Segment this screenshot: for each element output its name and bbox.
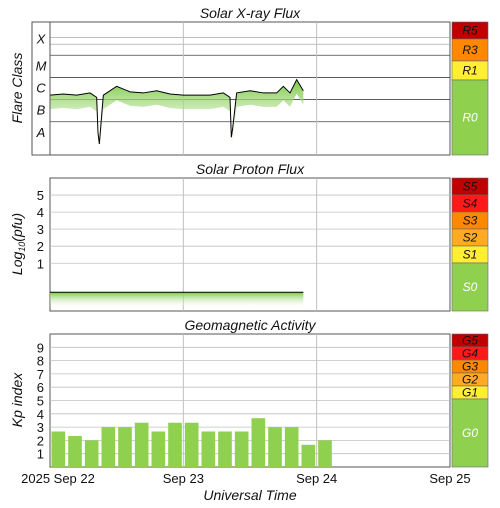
proton-ytick-labels: 1 2 3 4 5 (37, 188, 44, 271)
xray-fill (50, 79, 304, 158)
proton-ytick: 3 (37, 222, 44, 237)
time-tick: Sep 23 (163, 471, 204, 486)
kp-ytick: 9 (37, 340, 44, 355)
kp-ytick: 4 (37, 407, 44, 422)
proton-ytick: 2 (37, 239, 44, 254)
scale-label-g2: G2 (462, 373, 478, 387)
flare-class-m: M (36, 58, 47, 73)
time-tick: 2025 Sep 22 (21, 471, 95, 486)
time-axis-label: Universal Time (203, 487, 296, 503)
scale-label-g0: G0 (462, 426, 478, 440)
proton-title: Solar Proton Flux (196, 161, 305, 177)
scale-label-g1: G1 (462, 386, 478, 400)
scale-label-r3: R3 (462, 43, 478, 57)
proton-plot-area (49, 177, 451, 312)
time-tick: Sep 24 (296, 471, 337, 486)
scale-label-r5: R5 (462, 24, 478, 38)
time-axis-ticks: 2025 Sep 22 Sep 23 Sep 24 Sep 25 (21, 471, 470, 486)
kp-ytick: 3 (37, 420, 44, 435)
kp-bar (268, 427, 282, 467)
kp-bars (51, 418, 332, 467)
kp-bar (318, 440, 332, 467)
scale-label-r0: R0 (462, 111, 478, 125)
flare-class-x: X (36, 32, 47, 47)
kp-bar (168, 422, 182, 467)
proton-series (50, 291, 304, 309)
scale-label-s4: S4 (463, 197, 478, 211)
kp-bar (234, 431, 249, 467)
proton-ytick: 4 (37, 205, 44, 220)
scale-label-s2: S2 (463, 231, 478, 245)
proton-panel: 1 2 3 4 5 S5 S4 S3 S2 S1 S0 Log10(pfu) (9, 177, 489, 312)
kp-ytick: 1 (37, 447, 44, 462)
kp-ytick: 6 (37, 380, 44, 395)
xray-plot-area (49, 21, 451, 156)
flare-class-b: B (37, 103, 46, 118)
xray-grid (32, 22, 450, 155)
flare-class-a: A (36, 125, 46, 140)
xray-ylabel: Flare Class (9, 53, 25, 124)
radiation-storm-scale: S5 S4 S3 S2 S1 S0 (451, 177, 489, 312)
proton-ytick: 1 (37, 256, 44, 271)
kp-bar (84, 440, 99, 467)
kp-bar (251, 418, 266, 467)
scale-label-g4: G4 (462, 347, 478, 361)
scale-band-r0 (451, 79, 489, 156)
kp-ylabel: Kp index (9, 372, 25, 427)
kp-bar (301, 444, 316, 467)
flare-class-c: C (36, 81, 46, 96)
scale-band-g0 (451, 398, 489, 468)
scale-band-s0 (451, 262, 489, 312)
kp-bar (184, 422, 199, 467)
radio-blackout-scale: R5 R3 R1 R0 (451, 21, 489, 156)
scale-label-g3: G3 (462, 360, 478, 374)
kp-bar (51, 431, 66, 467)
scale-label-r1: R1 (462, 64, 477, 78)
scale-label-s1: S1 (463, 248, 478, 262)
kp-ytick: 7 (37, 367, 44, 382)
kp-bar (101, 427, 116, 467)
kp-ytick: 2 (37, 433, 44, 448)
kp-ytick: 5 (37, 394, 44, 409)
kp-bar (151, 431, 166, 467)
kp-bar (201, 431, 216, 467)
scale-label-g5: G5 (462, 334, 478, 348)
time-tick: Sep 25 (429, 471, 470, 486)
proton-ytick: 5 (37, 188, 44, 203)
xray-title: Solar X-ray Flux (200, 5, 301, 21)
xray-series (49, 78, 304, 158)
kp-grid (50, 334, 450, 467)
kp-bar (118, 427, 132, 467)
proton-fill (50, 292, 304, 309)
flare-class-column (31, 21, 51, 156)
kp-bar (284, 427, 299, 467)
scale-label-s5: S5 (463, 180, 478, 194)
xray-line (49, 78, 304, 144)
kp-bar (134, 422, 149, 467)
kp-ytick: 8 (37, 354, 44, 369)
proton-grid (50, 178, 450, 311)
geomag-title: Geomagnetic Activity (185, 317, 317, 333)
kp-bar (218, 431, 232, 467)
scale-label-s0: S0 (463, 280, 478, 294)
kp-bar (68, 436, 82, 467)
scale-label-s3: S3 (463, 214, 478, 228)
proton-ylabel: Log10(pfu) (9, 213, 27, 275)
